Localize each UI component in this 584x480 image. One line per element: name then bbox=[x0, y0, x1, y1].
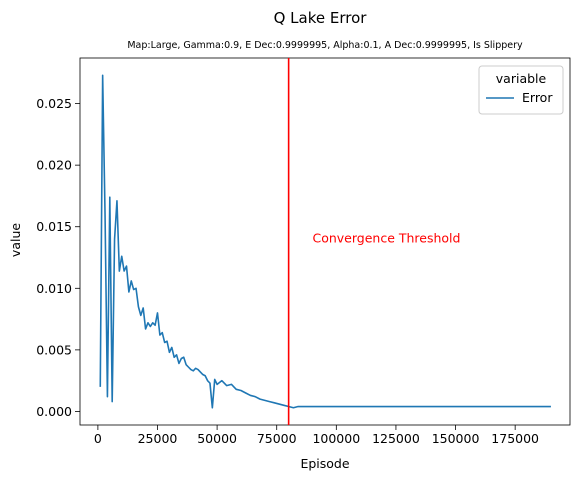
x-tick-label: 0 bbox=[94, 431, 102, 446]
series-layer bbox=[99, 74, 551, 409]
y-axis: 0.000 0.005 0.010 0.015 0.020 0.025 bbox=[36, 96, 80, 419]
annotation-layer: Convergence Threshold bbox=[287, 58, 460, 425]
chart-subtitle: Map:Large, Gamma:0.9, E Dec:0.9999995, A… bbox=[127, 40, 523, 51]
x-axis: 0 25000 50000 75000 100000 125000 150000 175000 bbox=[94, 425, 539, 446]
x-tick-label: 75000 bbox=[257, 431, 297, 446]
legend-box bbox=[478, 65, 564, 115]
y-tick-label: 0.010 bbox=[36, 281, 72, 296]
y-tick-label: 0.015 bbox=[36, 219, 72, 234]
plot-area bbox=[79, 57, 571, 426]
legend-title: variable bbox=[496, 71, 547, 86]
legend-entry-label: Error bbox=[522, 90, 553, 105]
y-axis-label: value bbox=[8, 223, 23, 257]
x-tick-label: 100000 bbox=[312, 431, 360, 446]
x-tick-label: 175000 bbox=[491, 431, 539, 446]
series-line-error bbox=[99, 74, 551, 409]
x-axis-label: Episode bbox=[300, 456, 349, 471]
y-tick-label: 0.025 bbox=[36, 96, 72, 111]
plot-frame bbox=[79, 57, 571, 426]
y-tick-label: 0.000 bbox=[36, 404, 72, 419]
legend: variable Error bbox=[478, 65, 564, 115]
convergence-threshold-label: Convergence Threshold bbox=[312, 231, 460, 246]
x-tick-label: 125000 bbox=[372, 431, 420, 446]
x-tick-label: 150000 bbox=[432, 431, 480, 446]
y-tick-label: 0.005 bbox=[36, 342, 72, 357]
x-tick-label: 50000 bbox=[197, 431, 237, 446]
y-tick-label: 0.020 bbox=[36, 158, 72, 173]
chart-title: Q Lake Error bbox=[274, 9, 368, 27]
x-tick-label: 25000 bbox=[138, 431, 178, 446]
